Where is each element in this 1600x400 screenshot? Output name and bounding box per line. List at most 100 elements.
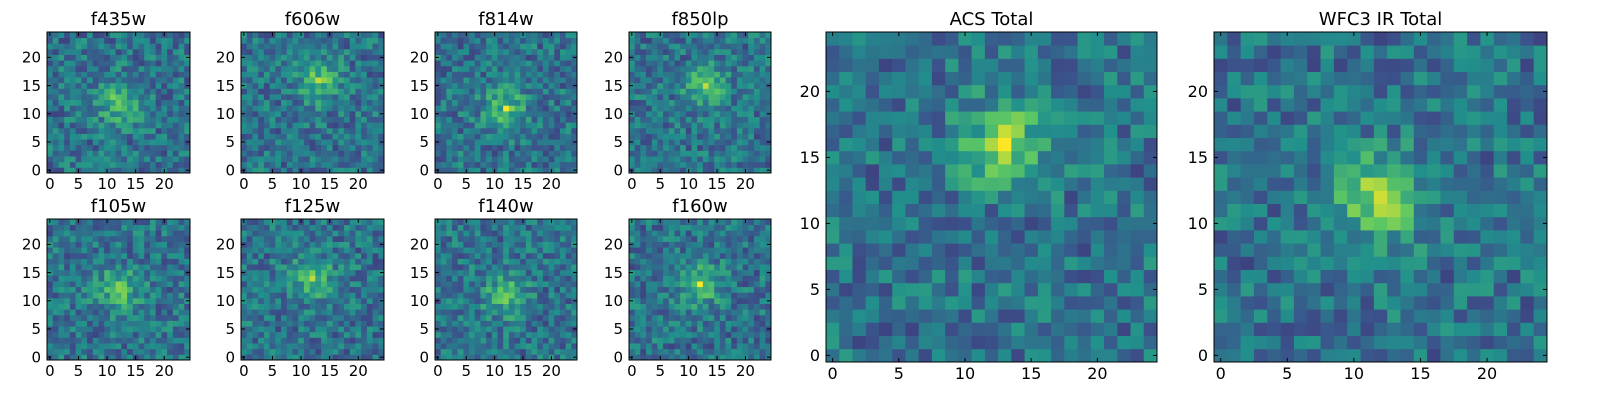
pixel-cell [315,230,322,237]
pixel-cell [275,309,282,316]
pixel-cell [531,156,538,163]
pixel-cell [663,326,670,333]
pixel-cell [542,156,549,163]
pixel-cell [281,133,288,140]
pixel-cell [525,144,532,151]
pixel-cell [657,133,664,140]
pixel-cell [149,337,157,344]
pixel-cell [138,110,145,117]
pixel-cell [697,127,704,134]
pixel-cell [629,60,636,67]
pixel-cell [178,110,185,117]
pixel-cell [115,54,122,61]
pixel-cell [286,219,293,226]
pixel-cell [463,144,470,151]
pixel-cell [452,286,459,293]
pixel-cell [520,88,527,95]
pixel-cell [440,116,447,123]
pixel-cell [525,219,532,226]
pixel-cell [241,65,248,72]
pixel-cell [668,303,675,310]
pixel-cell [674,314,681,321]
pixel-cell [685,99,692,106]
pixel-cell [742,94,749,101]
pixel-cell [372,297,379,304]
pixel-cell [109,65,117,72]
pixel-cell [514,167,521,174]
pixel-cell [685,292,692,299]
x-tick-label: 5 [461,362,471,380]
pixel-cell [309,65,316,72]
pixel-cell [736,48,743,55]
pixel-cell [554,309,561,316]
pixel-cell [640,314,647,321]
pixel-cell [531,326,538,333]
pixel-cell [531,224,538,231]
pixel-cell [629,105,636,112]
pixel-cell [514,264,521,271]
pixel-cell [98,326,105,333]
pixel-cell [172,348,179,355]
pixel-cell [657,54,664,61]
pixel-cell [646,320,653,327]
pixel-cell [457,264,464,271]
pixel-cell [58,320,65,327]
pixel-cell [753,110,761,117]
pixel-cell [109,105,117,112]
pixel-cell [355,150,362,157]
pixel-cell [714,88,721,95]
pixel-cell [75,303,82,310]
pixel-cell [321,343,328,350]
pixel-cell [736,354,743,361]
pixel-cell [92,37,99,44]
pixel-cell [565,116,572,123]
pixel-cell [87,82,94,89]
pixel-cell [497,235,504,242]
pixel-cell [258,219,265,226]
pixel-cell [349,314,356,321]
pixel-cell [64,116,71,123]
pixel-cell [571,258,578,265]
pixel-cell [474,331,481,338]
pixel-cell [446,94,453,101]
pixel-cell [531,60,538,67]
pixel-cell [349,224,356,231]
pixel-cell [748,150,755,157]
pixel-cell [548,292,555,299]
pixel-cell [281,110,288,117]
pixel-cell [321,122,328,129]
pixel-cell [343,219,351,226]
pixel-cell [435,230,442,237]
pixel-cell [736,110,743,117]
pixel-cell [748,337,755,344]
pixel-cell [269,348,276,355]
pixel-cell [275,127,282,134]
pixel-cell [286,252,293,259]
pixel-cell [440,297,447,304]
pixel-cell [338,303,345,310]
pixel-cell [668,281,675,288]
pixel-cell [753,275,761,282]
pixel-cell [759,32,766,39]
pixel-cell [571,281,578,288]
pixel-cell [52,224,59,231]
pixel-cell [52,326,59,333]
pixel-cell [469,348,476,355]
pixel-cell [109,133,117,140]
pixel-cell [355,252,362,259]
pixel-cell [708,32,715,39]
pixel-cell [571,77,578,84]
pixel-cell [167,303,174,310]
pixel-cell [697,144,704,151]
pixel-cell [338,348,345,355]
pixel-cell [326,150,333,157]
pixel-cell [292,71,299,78]
pixel-cell [258,122,265,129]
pixel-cell [92,156,99,163]
pixel-cell [167,77,174,84]
pixel-cell [474,60,481,67]
pixel-cell [634,161,641,168]
pixel-cell [52,320,59,327]
pixel-cell [731,161,738,168]
pixel-cell [326,48,333,55]
